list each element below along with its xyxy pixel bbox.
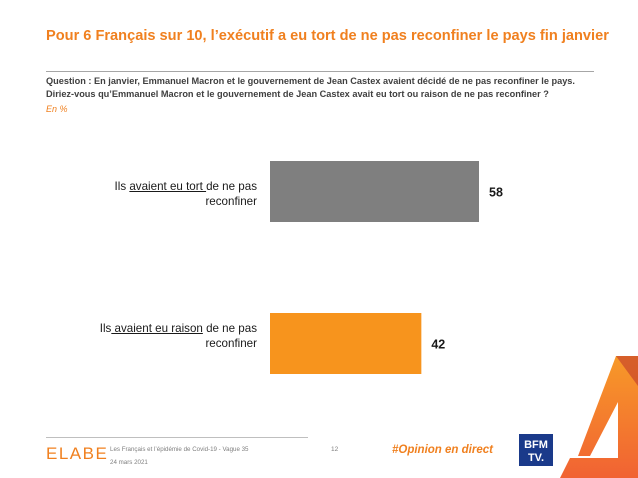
bar-raison — [270, 313, 422, 374]
elabe-logo: ELABE — [46, 444, 109, 463]
category-label-raison: Ils avaient eu raison de ne pas reconfin… — [60, 321, 257, 351]
page-number: 12 — [331, 446, 339, 453]
data-label-raison: 42 — [431, 338, 445, 352]
category-label-tort-emphasis: avaient eu tort — [129, 180, 207, 193]
bar-tort — [270, 161, 479, 222]
title-divider — [46, 71, 594, 72]
question-line-1: Question : En janvier, Emmanuel Macron e… — [46, 76, 575, 86]
question-text: Question : En janvier, Emmanuel Macron e… — [46, 75, 606, 100]
page-title: Pour 6 Français sur 10, l’exécutif a eu … — [46, 28, 609, 44]
category-label-tort-suffix: de ne pas — [206, 180, 257, 193]
footer-divider — [46, 437, 308, 438]
category-label-raison-emphasis: avaient eu raison — [111, 322, 203, 335]
unit-label: En % — [46, 104, 68, 114]
question-line-2: Diriez-vous qu’Emmanuel Macron et le gou… — [46, 88, 549, 99]
category-label-raison-prefix: Ils — [99, 322, 112, 335]
category-label-raison-suffix: de ne pas — [202, 322, 257, 335]
category-label-tort: Ils avaient eu tort de ne pas reconfiner — [60, 179, 257, 209]
bfmtv-logo-icon: BFM TV. — [519, 434, 553, 466]
category-label-tort-prefix: Ils — [114, 180, 130, 193]
category-label-raison-line2: reconfiner — [205, 337, 257, 350]
elabe-a-logo-icon — [560, 356, 638, 478]
category-label-tort-line2: reconfiner — [205, 195, 257, 208]
footer-survey-name: Les Français et l’épidémie de Covid-19 -… — [110, 446, 249, 453]
hashtag: #Opinion en direct — [392, 444, 493, 456]
bfmtv-logo-line1: BFM — [524, 439, 548, 451]
data-label-tort: 58 — [489, 186, 503, 200]
footer-date: 24 mars 2021 — [110, 459, 148, 466]
bfmtv-logo-line2: TV. — [528, 452, 544, 464]
